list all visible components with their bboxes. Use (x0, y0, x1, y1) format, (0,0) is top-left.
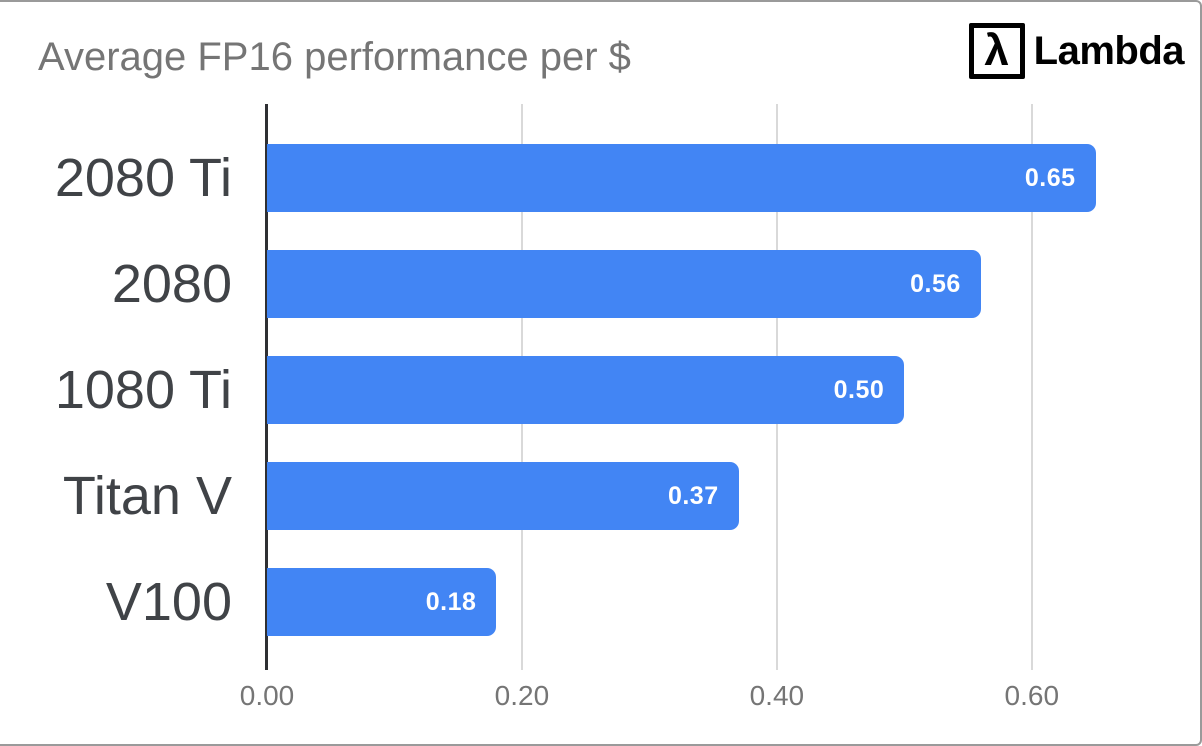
bar-row-1080-ti: 1080 Ti 0.50 (0, 337, 1172, 443)
x-axis: 0.00 0.20 0.40 0.60 (240, 680, 1172, 714)
bar-value-label: 0.65 (1024, 163, 1076, 192)
bar-value-label: 0.50 (833, 375, 885, 404)
bar-track: 0.18 (267, 568, 1172, 636)
x-tick-label: 0.60 (1004, 680, 1060, 711)
x-tick-label: 0.40 (749, 680, 805, 711)
bar: 0.65 (267, 144, 1096, 212)
y-axis-line (265, 104, 268, 670)
bar-row-2080: 2080 0.56 (0, 231, 1172, 337)
bar: 0.50 (267, 356, 905, 424)
bar-rows: 2080 Ti 0.65 2080 0.56 1080 Ti 0.50 (0, 125, 1172, 655)
bar-value-label: 0.37 (667, 481, 719, 510)
category-label: V100 (105, 572, 232, 632)
x-tick-label: 0.00 (239, 680, 295, 711)
bar-row-v100: V100 0.18 (0, 549, 1172, 655)
chart-title: Average FP16 performance per $ (38, 35, 631, 79)
bar: 0.18 (267, 568, 497, 636)
bar-track: 0.50 (267, 356, 1172, 424)
bar-track: 0.65 (267, 144, 1172, 212)
category-label: 2080 (111, 254, 232, 314)
bar: 0.56 (267, 250, 981, 318)
bar-track: 0.56 (267, 250, 1172, 318)
bar-track: 0.37 (267, 462, 1172, 530)
lambda-logo-icon: λ (968, 23, 1025, 79)
category-label: Titan V (62, 466, 232, 526)
bar-row-titan-v: Titan V 0.37 (0, 443, 1172, 549)
bar-value-label: 0.18 (425, 587, 477, 616)
category-label: 2080 Ti (54, 148, 232, 208)
bar-row-2080-ti: 2080 Ti 0.65 (0, 125, 1172, 231)
lambda-logo-brand-text: Lambda (1033, 28, 1185, 73)
bar: 0.37 (267, 462, 739, 530)
category-label: 1080 Ti (54, 360, 232, 420)
x-tick-label: 0.20 (494, 680, 550, 711)
lambda-logo: λ Lambda (968, 23, 1185, 79)
bar-value-label: 0.56 (910, 269, 961, 298)
gridline (1030, 104, 1033, 670)
